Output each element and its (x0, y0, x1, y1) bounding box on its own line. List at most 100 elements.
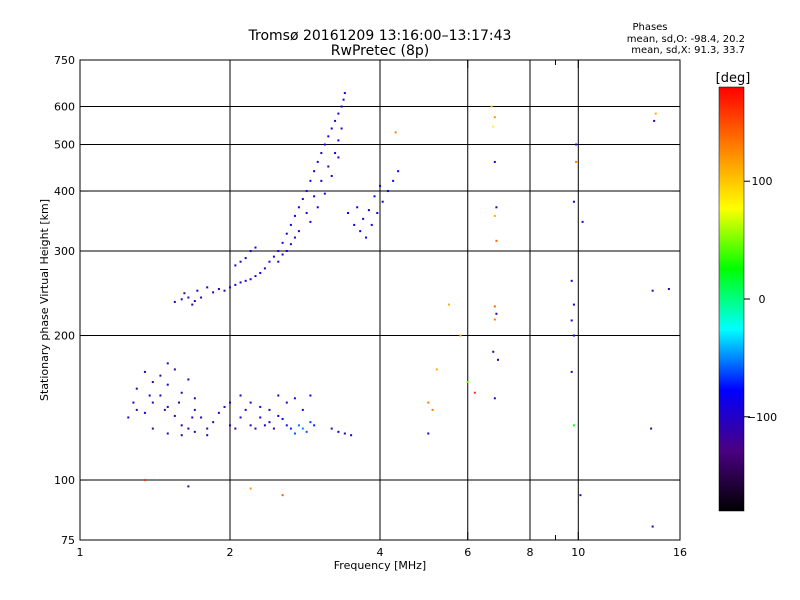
phase-mean-o: mean, sd,O: -98.4, 20.2 (627, 34, 745, 45)
data-point (316, 160, 319, 163)
data-point (570, 370, 573, 373)
data-point (159, 394, 162, 397)
data-point (272, 255, 275, 258)
data-point (579, 494, 582, 497)
data-point (343, 92, 346, 95)
data-point (337, 139, 340, 142)
data-point (277, 394, 280, 397)
data-point (234, 427, 237, 430)
data-point (320, 179, 323, 182)
data-point (212, 291, 215, 294)
data-point (427, 432, 430, 435)
data-point (379, 184, 381, 187)
data-point (217, 411, 220, 414)
data-point (337, 112, 340, 115)
data-point (334, 119, 337, 122)
data-point (356, 206, 359, 209)
data-point (277, 414, 280, 417)
data-point (173, 414, 176, 417)
data-point (187, 296, 190, 299)
data-point (337, 430, 340, 433)
data-point (309, 220, 312, 223)
data-point (313, 170, 316, 173)
data-point (254, 246, 257, 249)
data-point (268, 260, 271, 263)
data-point (187, 378, 190, 381)
data-point (330, 427, 333, 430)
data-point (135, 408, 138, 411)
x-ticks: 1 2 4 6 8 10 16 (77, 60, 687, 559)
data-point (239, 260, 242, 263)
chart-subtitle: RwPretec (8p) (331, 43, 429, 59)
data-point (359, 230, 362, 233)
data-point (493, 160, 496, 163)
data-point (289, 427, 292, 430)
data-point (340, 127, 343, 130)
data-point (239, 394, 242, 397)
data-point (492, 125, 495, 128)
data-point (362, 217, 365, 220)
data-point (386, 190, 389, 193)
data-point (323, 192, 326, 195)
data-point (166, 383, 169, 386)
data-point (217, 288, 220, 291)
data-point (327, 135, 330, 138)
data-point (493, 318, 496, 321)
data-point (249, 250, 252, 253)
data-point (196, 289, 199, 292)
data-point (143, 479, 146, 482)
data-point (343, 432, 346, 435)
data-point (337, 156, 340, 159)
data-point (575, 160, 578, 163)
data-point (177, 401, 180, 404)
x-tick-label: 1 (77, 546, 84, 559)
data-point (229, 424, 231, 427)
data-point (259, 405, 262, 408)
data-point (163, 408, 166, 411)
data-point (667, 288, 670, 291)
data-point (285, 424, 288, 427)
data-point (297, 206, 300, 209)
y-tick-label: 100 (54, 474, 75, 487)
data-point (159, 374, 162, 377)
data-point (166, 405, 169, 408)
data-point (263, 424, 266, 427)
data-point (572, 424, 575, 427)
data-point (191, 303, 194, 306)
data-point (342, 98, 345, 101)
data-point (187, 485, 190, 488)
data-point (316, 206, 319, 209)
data-point (223, 289, 226, 292)
y-ticks: 75 100 200 300 400 500 600 750 (54, 54, 680, 547)
data-point (493, 116, 496, 119)
data-point (496, 358, 499, 361)
data-point (239, 416, 242, 419)
data-point (495, 206, 498, 209)
data-point (239, 281, 242, 284)
data-point (490, 105, 493, 108)
data-point (180, 424, 183, 427)
data-point (301, 427, 304, 430)
data-point (651, 289, 654, 292)
data-point (575, 143, 578, 146)
data-point (148, 394, 151, 397)
data-point (285, 401, 288, 404)
data-point (373, 195, 376, 198)
data-point (193, 430, 196, 433)
y-tick-label: 300 (54, 245, 75, 258)
data-point (459, 334, 462, 337)
data-point (370, 223, 373, 226)
data-point (143, 370, 146, 373)
data-point (581, 220, 584, 223)
data-point (281, 241, 284, 244)
data-point (350, 434, 353, 437)
data-point (263, 267, 266, 270)
colorbar-label: [deg] (716, 71, 751, 86)
data-point (493, 214, 496, 217)
data-point (397, 170, 400, 173)
data-point (435, 368, 438, 371)
data-point (330, 174, 333, 177)
x-tick-label: 16 (673, 546, 687, 559)
data-point (249, 424, 252, 427)
